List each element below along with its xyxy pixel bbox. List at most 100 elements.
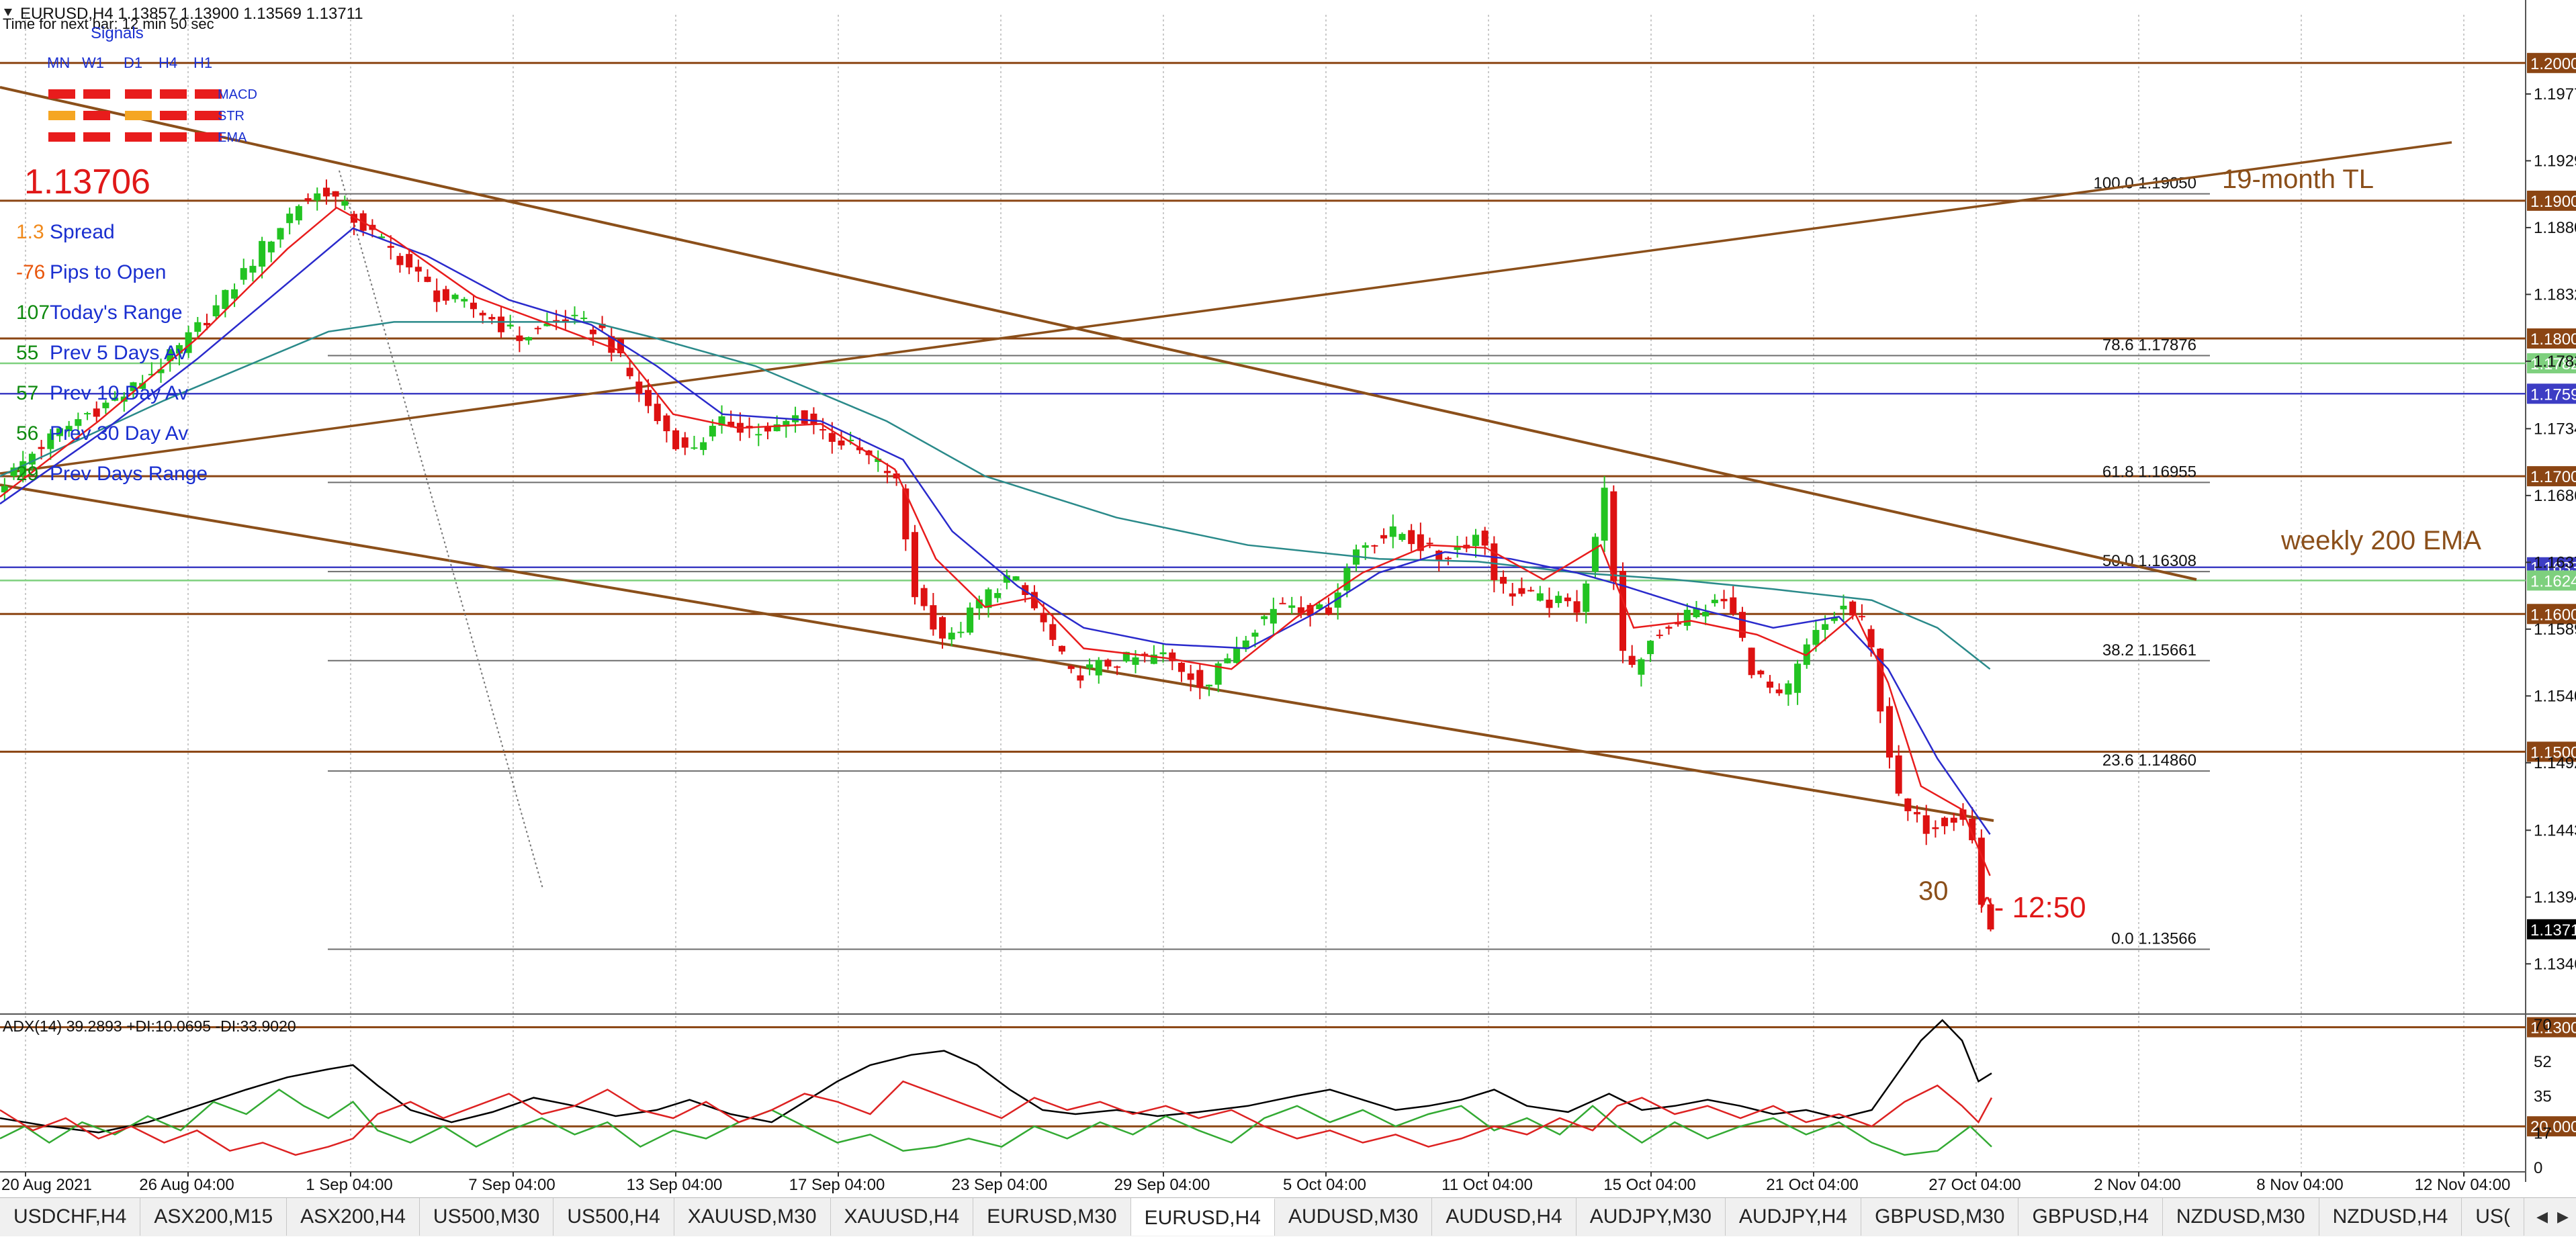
stat-label: Today's Range — [50, 302, 183, 324]
candle-bear — [93, 408, 100, 417]
chart-tab[interactable]: ASX200,H4 — [287, 1198, 420, 1236]
trendlines — [0, 86, 2452, 889]
chart-tab[interactable]: NZDUSD,M30 — [2163, 1198, 2319, 1236]
scroll-right-icon[interactable]: ▶ — [2557, 1208, 2569, 1225]
candle-bull — [709, 426, 716, 437]
candle-bear — [1738, 612, 1746, 638]
candle-bull — [1830, 617, 1838, 621]
level-label: 1.20000 — [2530, 55, 2576, 73]
chart-tab[interactable]: USDCHF,H4 — [0, 1198, 141, 1236]
candle-bear — [672, 430, 680, 449]
moving-averages — [0, 206, 1991, 876]
candle-bear — [1922, 815, 1930, 834]
price-tick-label: 1.15890 — [2534, 621, 2576, 639]
candle-bull — [1214, 663, 1222, 685]
adx-tick-label: 52 — [2534, 1053, 2552, 1071]
level-tag — [2527, 190, 2576, 211]
adx-tick-label: 17 — [2534, 1124, 2552, 1142]
level-label: 1.15000 — [2530, 743, 2576, 762]
ema-slow-line — [0, 321, 1991, 670]
candle-bull — [571, 314, 578, 316]
candle-bear — [1371, 545, 1378, 547]
candle-bull — [783, 420, 790, 427]
price-tick-label: 1.18805 — [2534, 219, 2576, 237]
scroll-left-icon[interactable]: ◀ — [2536, 1208, 2548, 1225]
adx-tick-label: 70 — [2534, 1016, 2552, 1034]
candle-bear — [920, 588, 928, 606]
candle-bull — [691, 447, 698, 449]
chart-tab[interactable]: EURUSD,H4 — [1130, 1198, 1275, 1236]
level-label: 1.16243 — [2530, 572, 2576, 590]
signals-title: Signals — [91, 24, 144, 42]
price-tick-label: 1.17345 — [2534, 420, 2576, 438]
candle-bull — [957, 631, 965, 633]
signal-timeframe: W1 — [82, 54, 104, 71]
candle-bear — [598, 324, 606, 328]
stat-value: 55 — [16, 342, 38, 364]
candle-bull — [378, 236, 386, 238]
chart-tab[interactable]: GBPUSD,H4 — [2018, 1198, 2163, 1236]
candle-bull — [543, 324, 551, 326]
price-tick-label: 1.14430 — [2534, 821, 2576, 839]
signal-cell — [160, 132, 187, 142]
chart-tab[interactable]: ASX200,M15 — [140, 1198, 287, 1236]
chart-tab[interactable]: AUDUSD,M30 — [1275, 1198, 1433, 1236]
candle-bear — [332, 191, 339, 197]
candle-bull — [231, 289, 238, 299]
time-tick-label: 8 Nov 04:00 — [2256, 1176, 2343, 1194]
signal-row-label: STR — [218, 109, 245, 124]
chart-tab[interactable]: XAUUSD,H4 — [831, 1198, 974, 1236]
level-tag — [2527, 328, 2576, 349]
candle-bull — [580, 318, 588, 320]
candle-bull — [314, 193, 321, 201]
candle-bull — [102, 402, 109, 408]
fib-label: 38.2 1.15661 — [2102, 641, 2196, 659]
stat-value: 107 — [16, 302, 50, 324]
candle-bear — [562, 319, 569, 323]
stat-label: Prev 10 Day Av — [50, 382, 188, 404]
chart-tab-bar: USDCHF,H4 ASX200,M15 ASX200,H4 US500,M30 US5… — [0, 1197, 2576, 1236]
candle-bull — [1334, 592, 1341, 608]
chart-tab[interactable]: US( — [2462, 1198, 2524, 1236]
candle-bull — [259, 240, 266, 267]
chart-tab[interactable]: EURUSD,M30 — [973, 1198, 1131, 1236]
candle-bear — [1178, 662, 1185, 672]
info-overlay: EURUSD,H4 1.13857 1.13900 1.13569 1.1371… — [3, 5, 2481, 1035]
price-tick-label: 1.13460 — [2534, 955, 2576, 973]
chart-tab[interactable]: XAUUSD,M30 — [674, 1198, 831, 1236]
stat-value: 56 — [16, 422, 38, 445]
candle-bull — [1591, 537, 1599, 572]
candle-bear — [1067, 666, 1075, 670]
chart-tab[interactable]: AUDJPY,M30 — [1576, 1198, 1726, 1236]
signal-cell — [48, 89, 75, 99]
price-tick-label: 1.15405 — [2534, 687, 2576, 705]
candle-bear — [1297, 607, 1304, 613]
chart-tab[interactable]: US500,M30 — [420, 1198, 554, 1236]
level-tag — [2527, 383, 2576, 404]
candle-bull — [1242, 640, 1249, 648]
signal-row-label: EMA — [218, 130, 247, 145]
candle-bear — [1481, 531, 1489, 546]
chart-tab[interactable]: US500,H4 — [553, 1198, 674, 1236]
candle-bear — [1049, 624, 1057, 640]
chart-tab[interactable]: AUDJPY,H4 — [1726, 1198, 1862, 1236]
candle-bear — [1610, 491, 1617, 582]
candle-bear — [589, 329, 596, 334]
candle-bull — [1224, 658, 1231, 663]
chart-canvas[interactable]: 1.20000 1.19000 1.18000 1.17820 1.17599 1.170… — [0, 0, 2576, 1197]
chart-tab[interactable]: NZDUSD,H4 — [2319, 1198, 2462, 1236]
current-price-tag — [2527, 919, 2576, 940]
candle-bull — [451, 294, 459, 300]
time-tick-label: 13 Sep 04:00 — [627, 1176, 723, 1194]
candle-bear — [1306, 604, 1314, 616]
candle-bull — [1702, 611, 1709, 616]
candle-bear — [939, 617, 946, 639]
time-tick-label: 11 Oct 04:00 — [1441, 1176, 1533, 1194]
adx-level-tag — [2527, 1116, 2576, 1137]
level-label: 1.18000 — [2530, 330, 2576, 349]
collapse-triangle-icon[interactable] — [4, 9, 12, 16]
chart-tab[interactable]: GBPUSD,M30 — [1861, 1198, 2019, 1236]
candle-bear — [626, 367, 633, 377]
signal-timeframe: H4 — [159, 54, 177, 71]
chart-tab[interactable]: AUDUSD,H4 — [1432, 1198, 1576, 1236]
